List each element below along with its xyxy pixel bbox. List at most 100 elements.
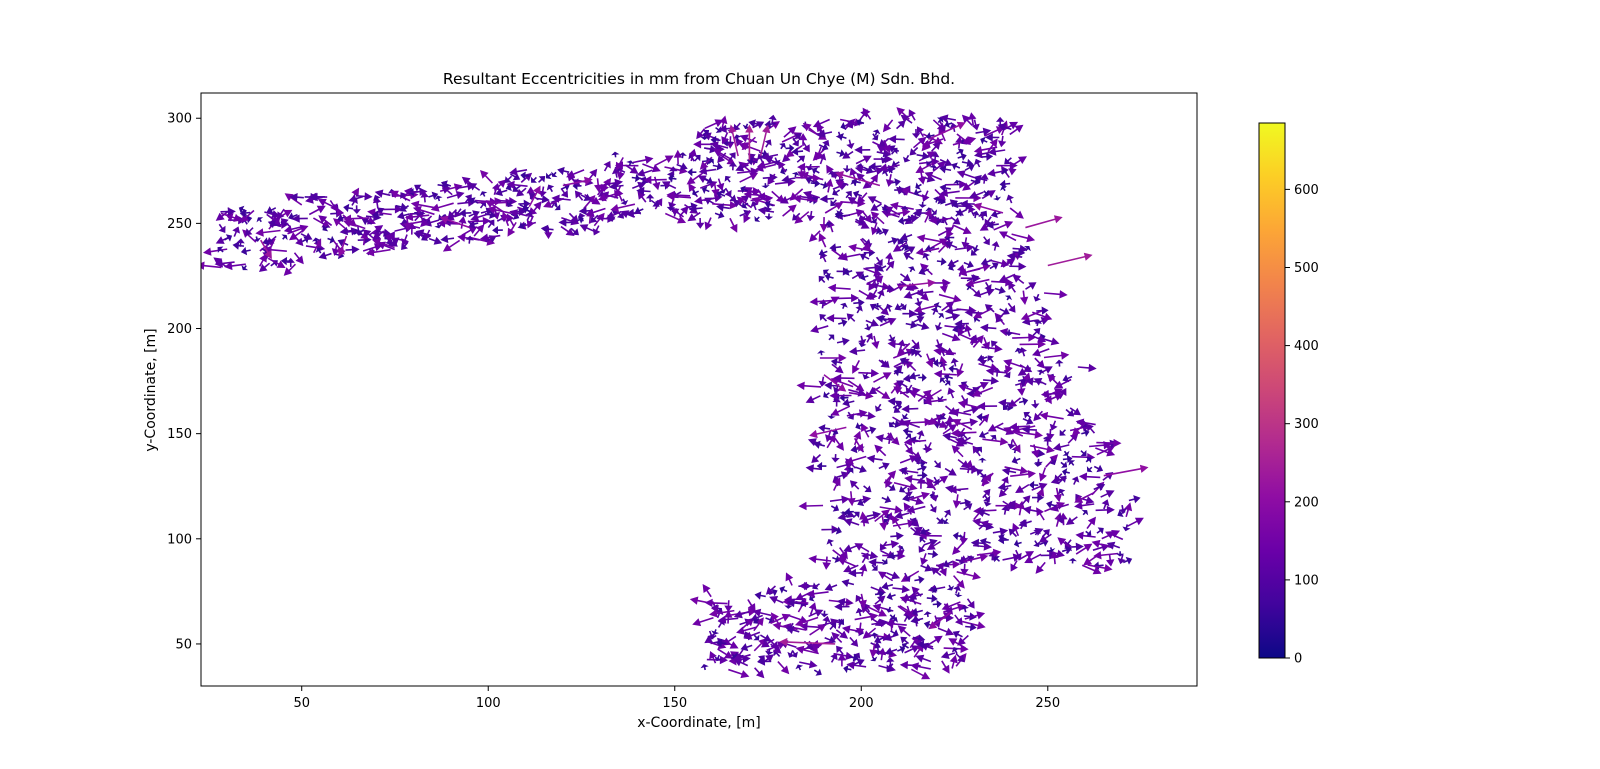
vector-arrow xyxy=(593,212,605,227)
vector-arrow xyxy=(836,597,852,607)
vector-arrow xyxy=(493,179,507,191)
vector-arrow xyxy=(505,183,515,191)
vector-arrow xyxy=(740,617,755,630)
vector-arrow xyxy=(955,323,966,332)
y-tick-label: 200 xyxy=(167,322,192,337)
vector-arrow xyxy=(1081,564,1102,575)
vector-arrow xyxy=(989,262,999,270)
vector-arrow xyxy=(941,601,961,611)
vector-arrow xyxy=(931,141,941,152)
vector-arrow xyxy=(918,267,929,276)
vector-arrow xyxy=(597,192,620,202)
vector-arrow xyxy=(1062,374,1073,383)
vector-arrow xyxy=(848,388,867,397)
vector-arrow xyxy=(615,161,639,170)
vector-arrow xyxy=(945,180,968,189)
vector-arrow xyxy=(362,229,374,239)
vector-arrow xyxy=(760,634,772,642)
vector-arrow xyxy=(829,622,837,630)
vector-arrow xyxy=(1025,215,1063,229)
vector-arrow xyxy=(832,477,841,491)
vector-arrow xyxy=(962,620,986,630)
vector-arrow xyxy=(218,223,226,233)
vector-arrow xyxy=(937,227,954,237)
vector-arrow xyxy=(846,313,856,322)
vector-arrow xyxy=(899,455,919,464)
vector-arrow xyxy=(870,289,878,300)
vector-arrow xyxy=(965,622,977,632)
vector-arrow xyxy=(818,143,829,151)
vector-arrow xyxy=(700,664,709,671)
vector-arrow xyxy=(859,563,868,577)
vector-arrow xyxy=(1123,556,1133,565)
vector-arrow xyxy=(920,553,929,566)
plot-area xyxy=(201,93,1197,686)
vector-arrow xyxy=(981,472,994,487)
vector-arrow xyxy=(973,542,992,551)
vector-arrow xyxy=(916,458,927,468)
vector-arrow xyxy=(915,162,935,173)
vector-arrow xyxy=(739,209,752,218)
vector-arrow xyxy=(1128,495,1141,504)
vector-arrow xyxy=(957,324,966,337)
vector-arrow xyxy=(1018,397,1029,406)
vector-arrow xyxy=(1006,194,1014,204)
vector-arrow xyxy=(885,174,894,187)
vector-arrow xyxy=(1086,423,1096,434)
vector-arrow xyxy=(830,199,837,207)
vector-arrow xyxy=(714,654,722,662)
vector-arrow xyxy=(724,187,732,198)
vector-arrow xyxy=(866,605,887,617)
vector-arrow xyxy=(785,572,794,586)
vector-arrow xyxy=(903,154,911,163)
vector-arrow xyxy=(847,379,865,392)
vector-arrow xyxy=(947,387,956,399)
vector-arrow xyxy=(1028,480,1039,490)
vector-arrow xyxy=(860,238,871,252)
vector-arrow xyxy=(753,634,760,641)
vector-arrow xyxy=(914,575,925,584)
vector-arrow xyxy=(768,114,777,124)
vector-arrow xyxy=(942,332,961,342)
vector-arrow xyxy=(400,218,409,228)
vector-arrow xyxy=(1012,248,1026,257)
vector-arrow xyxy=(716,190,726,199)
vector-arrow xyxy=(1021,425,1037,434)
vector-arrow xyxy=(259,253,267,267)
vector-arrow xyxy=(879,317,897,327)
vector-arrow xyxy=(971,119,980,131)
vector-arrow xyxy=(819,353,847,363)
vector-arrow xyxy=(661,181,677,189)
vector-arrow xyxy=(810,325,829,334)
vector-arrow xyxy=(830,405,851,416)
vector-arrow xyxy=(704,217,713,231)
vector-arrow xyxy=(792,133,802,141)
vector-arrow xyxy=(717,648,734,659)
vector-arrow xyxy=(888,421,895,428)
vector-arrow xyxy=(496,197,518,206)
vector-arrow xyxy=(834,210,844,220)
vector-arrow xyxy=(686,172,704,185)
vector-arrow xyxy=(594,178,603,193)
vector-arrow xyxy=(909,371,921,381)
vector-arrow xyxy=(236,238,245,247)
colorbar-tick-label: 100 xyxy=(1294,573,1319,588)
vector-arrow xyxy=(506,180,528,189)
vector-arrow xyxy=(926,160,933,167)
vector-arrow xyxy=(1011,438,1021,454)
vector-arrow xyxy=(1071,476,1080,485)
vector-arrow xyxy=(997,535,1009,545)
vector-arrow xyxy=(972,335,984,348)
vector-arrow xyxy=(868,558,884,567)
vector-arrow xyxy=(473,224,485,237)
vector-arrow xyxy=(982,437,1009,446)
vector-arrow xyxy=(873,372,892,383)
vector-arrow xyxy=(966,598,975,609)
vector-arrow xyxy=(1022,417,1034,425)
vector-arrow xyxy=(939,158,953,167)
vector-arrow xyxy=(950,428,977,438)
vector-arrow xyxy=(953,585,961,594)
vector-arrow xyxy=(528,185,541,207)
vector-arrow xyxy=(944,199,959,208)
vector-arrow xyxy=(708,158,714,165)
